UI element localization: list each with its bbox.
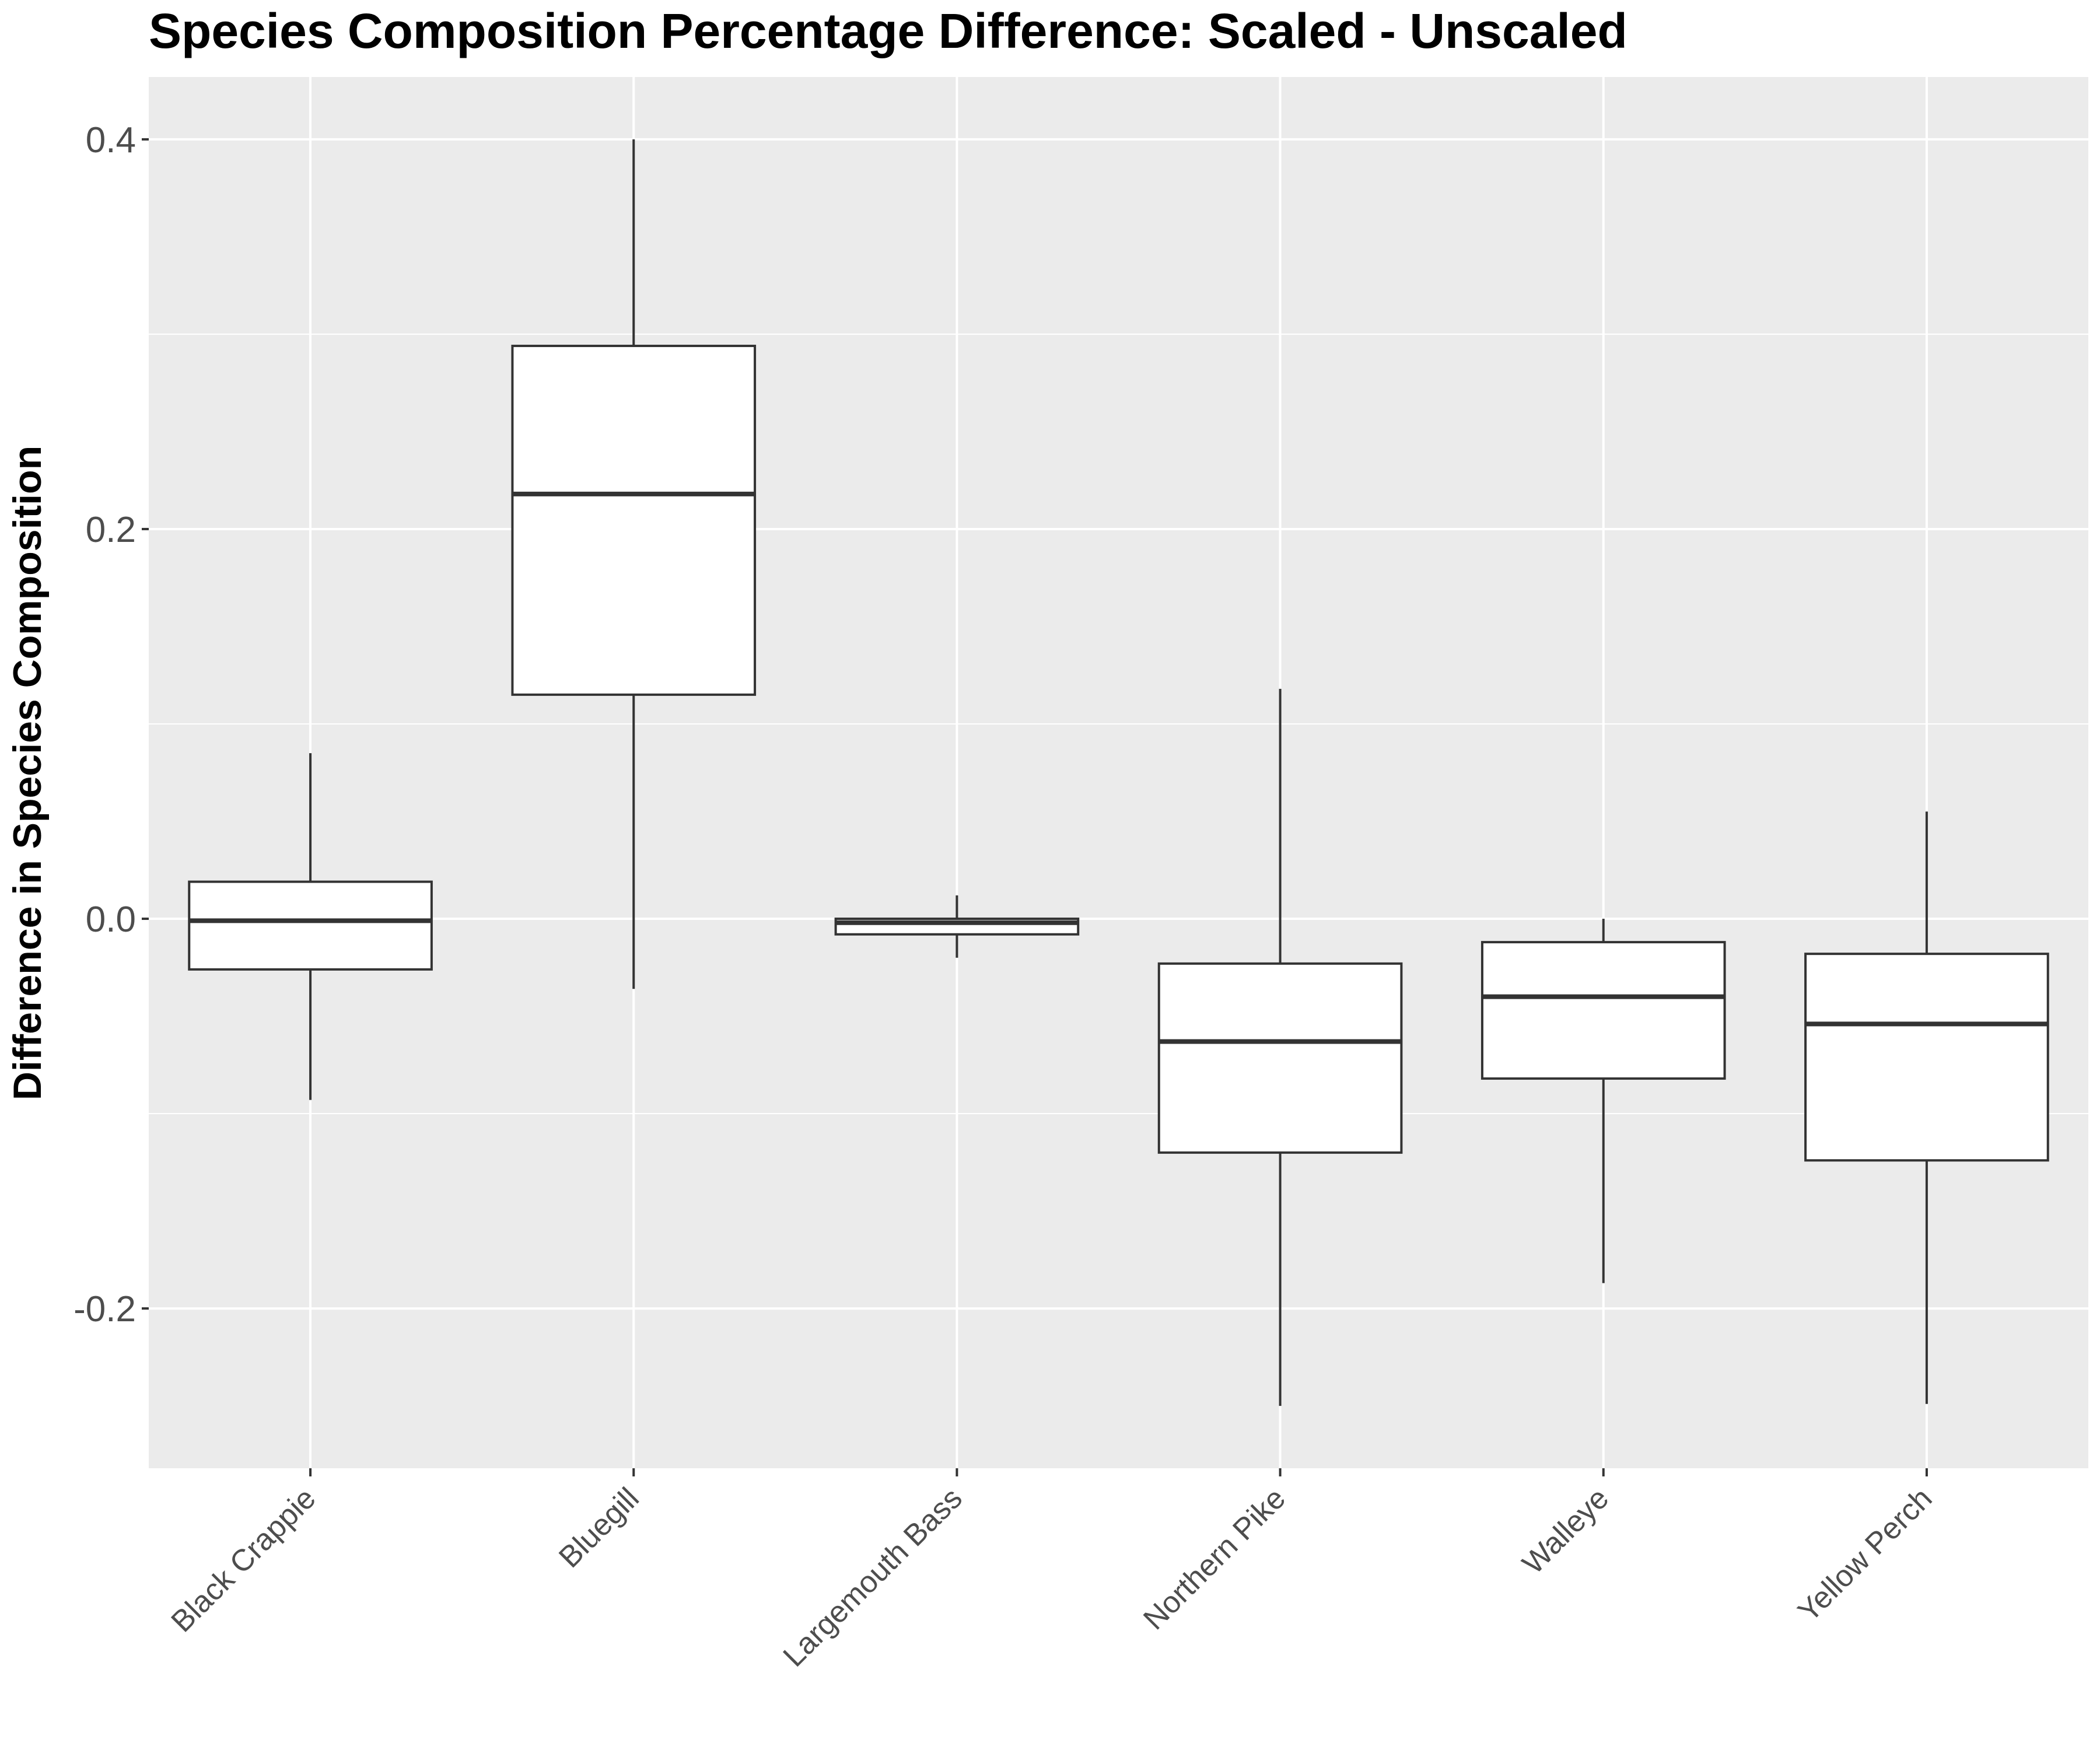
iqr-box: [511, 344, 757, 696]
box-largemouth-bass: [834, 895, 1080, 958]
x-tick-label: Bluegill: [552, 1481, 646, 1574]
iqr-box: [1804, 953, 2049, 1162]
x-tick-label: Northern Pike: [1137, 1481, 1292, 1636]
x-tick-label: Largemouth Bass: [777, 1481, 969, 1673]
x-axis: Black Crappie Bluegill Largemouth Bass Nort…: [165, 1468, 1938, 1674]
y-tick-label: -0.2: [74, 1289, 136, 1329]
box-yellow-perch: [1804, 811, 2049, 1404]
x-tick-label: Walleye: [1516, 1481, 1615, 1580]
box-northern-pike: [1157, 688, 1403, 1406]
plot-panel: [149, 77, 2088, 1468]
x-tick-label: Black Crappie: [165, 1481, 323, 1639]
box-bluegill: [511, 139, 757, 989]
box-walleye: [1480, 919, 1726, 1283]
y-axis: -0.2 0.0 0.2 0.4: [74, 120, 149, 1329]
box-series: [188, 139, 2049, 1406]
x-tick-label: Yellow Perch: [1791, 1481, 1938, 1628]
iqr-box: [1480, 941, 1726, 1080]
iqr-box: [188, 880, 433, 971]
y-tick-label: 0.4: [86, 120, 136, 160]
y-axis-label: Difference in Species Composition: [5, 446, 50, 1100]
iqr-box: [1157, 962, 1403, 1154]
box-black-crappie: [188, 753, 433, 1100]
chart-title: Species Composition Percentage Differenc…: [149, 4, 1628, 58]
y-tick-label: 0.2: [86, 510, 136, 550]
y-tick-label: 0.0: [86, 900, 136, 940]
